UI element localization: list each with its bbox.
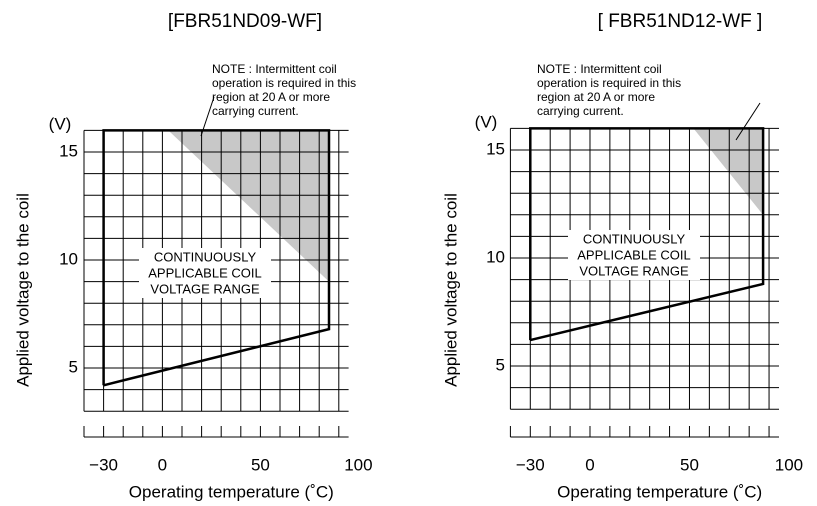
x-tick-label: 100 bbox=[344, 455, 372, 474]
x-tick-label: 0 bbox=[585, 455, 594, 474]
shaded-region bbox=[168, 130, 329, 282]
y-tick-label: 10 bbox=[59, 249, 78, 268]
region-label: VOLTAGE RANGE bbox=[150, 281, 260, 296]
x-tick-label: 0 bbox=[158, 455, 167, 474]
y-unit: (V) bbox=[475, 112, 498, 131]
x-tick-label: 100 bbox=[775, 455, 803, 474]
label-box bbox=[568, 230, 700, 280]
x-tick-label: 50 bbox=[680, 455, 699, 474]
note-text: operation is required in this bbox=[537, 76, 681, 90]
y-axis-label: Applied voltage to the coil bbox=[441, 193, 460, 387]
y-tick-label: 5 bbox=[496, 355, 505, 374]
note-box bbox=[535, 62, 703, 120]
x-tick-label: 50 bbox=[251, 455, 270, 474]
x-tick-label: −30 bbox=[89, 455, 118, 474]
region-boundary bbox=[102, 129, 331, 387]
y-tick-label: 15 bbox=[486, 139, 505, 158]
x-tick-label: −30 bbox=[516, 455, 545, 474]
note-text: operation is required in this bbox=[212, 76, 356, 90]
chart-title: [ FBR51ND12-WF ] bbox=[598, 11, 763, 32]
region-boundary bbox=[529, 127, 765, 342]
note-text: region at 20 A or more bbox=[537, 90, 655, 104]
leader-line bbox=[735, 102, 761, 141]
x-axis-label: Operating temperature (˚C) bbox=[129, 482, 334, 501]
x-axis-label: Operating temperature (˚C) bbox=[557, 482, 762, 501]
region-label: CONTINUOUSLY bbox=[583, 231, 686, 246]
y-tick-label: 5 bbox=[69, 357, 78, 376]
note-text: NOTE : Intermittent coil bbox=[212, 62, 337, 76]
y-tick-label: 10 bbox=[486, 247, 505, 266]
leader-line bbox=[200, 96, 215, 137]
note-text: carrying current. bbox=[537, 104, 624, 118]
label-box bbox=[139, 248, 271, 298]
chart-title: [FBR51ND09-WF] bbox=[168, 11, 322, 32]
region-label: APPLICABLE COIL bbox=[148, 265, 261, 280]
note-text: NOTE : Intermittent coil bbox=[537, 62, 662, 76]
note-box bbox=[210, 62, 378, 120]
note-text: carrying current. bbox=[212, 104, 299, 118]
note-text: region at 20 A or more bbox=[212, 90, 330, 104]
y-tick-label: 15 bbox=[59, 141, 78, 160]
region-label: VOLTAGE RANGE bbox=[579, 263, 689, 278]
region-label: CONTINUOUSLY bbox=[154, 249, 257, 264]
region-label: APPLICABLE COIL bbox=[577, 247, 690, 262]
y-axis-label: Applied voltage to the coil bbox=[13, 193, 32, 387]
y-unit: (V) bbox=[49, 114, 72, 133]
